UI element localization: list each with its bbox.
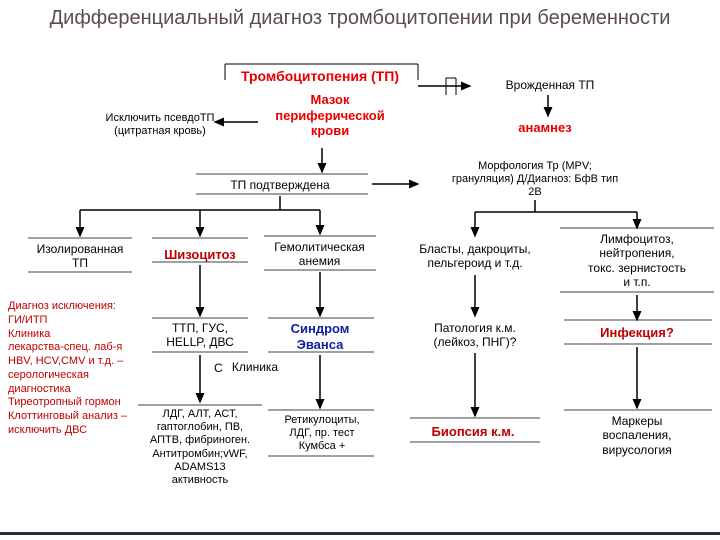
- smear-node: Мазок периферической крови: [260, 92, 400, 139]
- page-title: Дифференциальный диагноз тромбоцитопении…: [0, 0, 720, 31]
- confirmed-node: ТП подтверждена: [190, 178, 370, 192]
- exclude-pseudo-node: Исключить псевдоТП (цитратная кровь): [80, 112, 240, 138]
- col5-a: Лимфоцитоз, нейтропения, токс. зернистос…: [562, 232, 712, 290]
- col2-c: ЛДГ, АЛТ, АСТ, гаптоглобин, ПВ, АПТВ, фи…: [135, 408, 265, 487]
- col5-b: Инфекция?: [567, 325, 707, 341]
- col2-a: Шизоцитоз: [150, 247, 250, 263]
- col4-a: Бласты, дакроциты, пельгероид и т.д.: [400, 242, 550, 271]
- col2-b: ТТП, ГУС, HELLP, ДВС: [150, 321, 250, 350]
- root-node: Тромбоцитопения (ТП): [220, 68, 420, 85]
- col4-b: Патология к.м. (лейкоз, ПНГ)?: [400, 321, 550, 350]
- col3-a: Гемолитическая анемия: [262, 240, 377, 269]
- col4-c: Биопсия к.м.: [408, 424, 538, 440]
- slide-bottom-border: [0, 532, 720, 535]
- anamnesis-label: анамнез: [495, 120, 595, 136]
- col3-c: Ретикулоциты, ЛДГ, пр. тест Кумбса +: [267, 414, 377, 454]
- morphology-node: Морфология Тр (MPV; грануляция) Д/Диагно…: [425, 160, 645, 200]
- klinika-label: Клиника: [220, 360, 290, 374]
- congenital-node: Врожденная ТП: [480, 78, 620, 92]
- side-exclusion-text: Диагноз исключения: ГИ/ИТП Клиника лекар…: [8, 300, 148, 438]
- col1-a: Изолированная ТП: [25, 242, 135, 271]
- col5-c: Маркеры воспаления, вирусология: [567, 414, 707, 457]
- col3-b: Синдром Эванса: [270, 321, 370, 352]
